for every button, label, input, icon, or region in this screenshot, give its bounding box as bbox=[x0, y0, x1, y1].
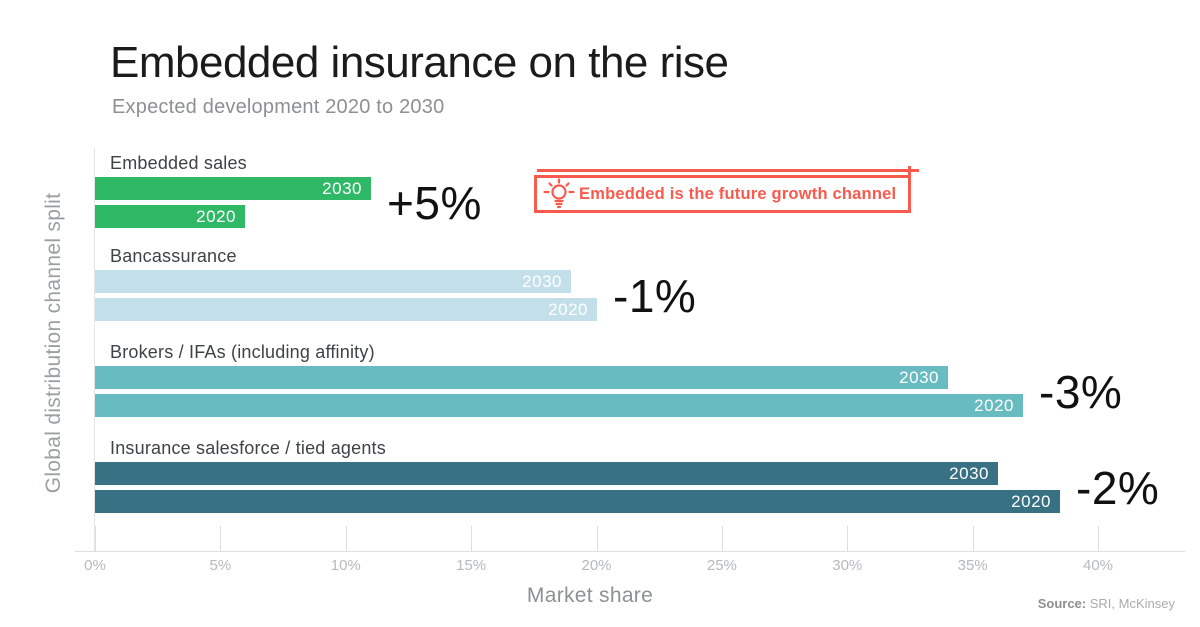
x-axis-tick-label: 40% bbox=[1082, 557, 1114, 574]
x-axis-tick bbox=[471, 526, 473, 552]
callout-box: Embedded is the future growth channel bbox=[534, 175, 911, 213]
x-axis-tick-label: 0% bbox=[84, 557, 106, 574]
x-axis-tick-label: 20% bbox=[581, 557, 612, 574]
diff-label: -1% bbox=[613, 269, 697, 322]
bar-year-label: 2020 bbox=[1011, 492, 1051, 511]
bar-year-label: 2030 bbox=[522, 272, 562, 291]
chart-subtitle: Expected development 2020 to 2030 bbox=[112, 96, 445, 118]
chart-title: Embedded insurance on the rise bbox=[110, 38, 729, 87]
category-label: Bancassurance bbox=[110, 246, 237, 266]
callout-sketch-line-top bbox=[537, 169, 919, 172]
bar-2020: 2020 bbox=[95, 205, 245, 228]
x-axis-label: Market share bbox=[526, 584, 654, 607]
callout-text: Embedded is the future growth channel bbox=[579, 184, 897, 203]
x-axis-tick bbox=[95, 526, 96, 552]
x-axis-tick-label: 15% bbox=[456, 557, 487, 574]
bar-year-label: 2030 bbox=[949, 464, 989, 483]
lightbulb-icon bbox=[543, 178, 575, 209]
bar-year-label: 2020 bbox=[196, 207, 236, 226]
bar-year-label: 2020 bbox=[548, 300, 588, 319]
y-axis-label: Global distribution channel split bbox=[42, 192, 65, 494]
category-label: Embedded sales bbox=[110, 153, 247, 173]
bar-2030: 2030 bbox=[95, 462, 998, 485]
diff-label: -2% bbox=[1076, 461, 1160, 514]
diff-label: +5% bbox=[387, 176, 482, 229]
x-axis-tick-label: 25% bbox=[706, 557, 737, 574]
bar-2020: 2020 bbox=[95, 394, 1023, 417]
category-label: Brokers / IFAs (including affinity) bbox=[110, 342, 375, 362]
source-text: SRI, McKinsey bbox=[1089, 596, 1175, 611]
x-axis-tick bbox=[220, 526, 222, 552]
x-axis-tick bbox=[721, 526, 723, 552]
x-axis-tick-label: 35% bbox=[957, 557, 988, 574]
x-axis-line bbox=[75, 551, 1185, 552]
source-label: Source: bbox=[1037, 596, 1087, 611]
x-axis-tick-label: 10% bbox=[330, 557, 361, 574]
callout-sketch-line-corner bbox=[908, 166, 911, 176]
bar-year-label: 2020 bbox=[974, 396, 1014, 415]
source-note: Source: SRI, McKinsey bbox=[1038, 596, 1175, 611]
x-axis-tick-label: 30% bbox=[832, 557, 863, 574]
bar-2030: 2030 bbox=[95, 270, 571, 293]
bar-year-label: 2030 bbox=[322, 179, 362, 198]
x-axis-tick bbox=[847, 526, 849, 552]
x-axis-tick bbox=[345, 526, 347, 552]
bar-2020: 2020 bbox=[95, 298, 597, 321]
x-axis-tick bbox=[596, 526, 598, 552]
bar-2030: 2030 bbox=[95, 177, 371, 200]
x-axis-tick bbox=[1098, 526, 1099, 552]
category-label: Insurance salesforce / tied agents bbox=[110, 438, 386, 458]
diff-label: -3% bbox=[1039, 365, 1123, 418]
bar-2030: 2030 bbox=[95, 366, 948, 389]
bar-2020: 2020 bbox=[95, 490, 1060, 513]
x-axis-tick bbox=[972, 526, 974, 552]
y-axis-line bbox=[94, 148, 95, 552]
bar-year-label: 2030 bbox=[899, 368, 939, 387]
x-axis-tick-label: 5% bbox=[209, 557, 232, 574]
